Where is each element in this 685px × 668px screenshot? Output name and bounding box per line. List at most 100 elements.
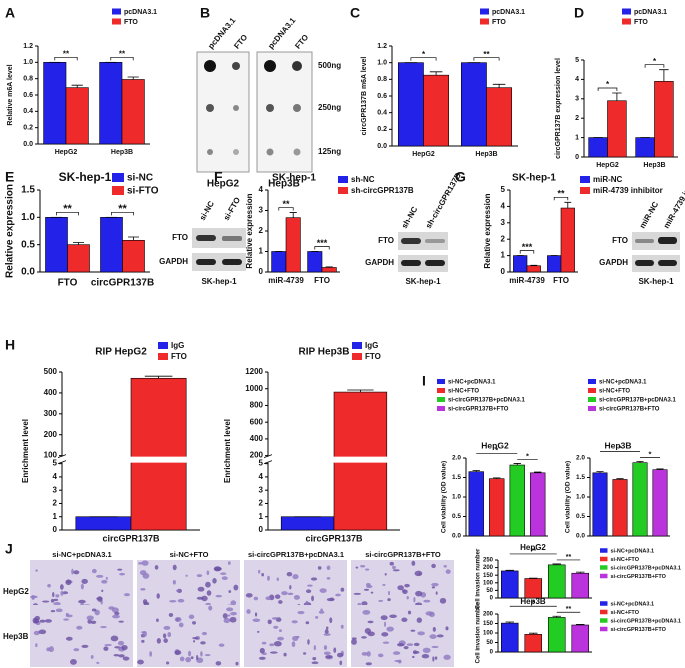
dot — [207, 149, 213, 155]
cell-blob — [439, 597, 447, 604]
cell-blob — [355, 566, 359, 569]
cell-blob — [177, 598, 185, 603]
y-tick-label: 0.4 — [377, 110, 387, 117]
y-tick-label: 4 — [259, 185, 264, 194]
cell-blob — [208, 605, 213, 611]
bar — [612, 479, 628, 537]
cell-blob — [76, 625, 83, 630]
cell-blob — [392, 569, 400, 572]
cell-blob — [311, 595, 315, 602]
bar — [486, 87, 513, 147]
y-tick-label: 1.5 — [452, 474, 461, 481]
y-tick-label: 0.8 — [377, 76, 387, 83]
cell-blob — [291, 641, 296, 648]
cell-blob — [118, 646, 121, 651]
cell-blob — [81, 644, 89, 649]
y-tick-label: 2.0 — [452, 455, 461, 462]
bar — [588, 137, 608, 158]
y-tick-label: 0.0 — [21, 267, 35, 278]
axis-break — [58, 456, 200, 463]
significance-label: ** — [483, 50, 490, 59]
bar — [547, 617, 566, 653]
y-tick-label: 0.5 — [576, 513, 585, 520]
cell-blob — [123, 593, 131, 597]
cell-blob — [33, 630, 40, 636]
bar — [500, 570, 519, 599]
panel-letter: H — [5, 337, 15, 353]
cell-blob — [445, 569, 451, 574]
cell-blob — [295, 635, 300, 639]
significance-bracket — [553, 196, 569, 201]
y-tick-label: 2 — [259, 499, 264, 508]
legend-label: si-circGPR137B+FTO — [611, 627, 667, 633]
y-tick-label: 1.2 — [377, 43, 387, 50]
amount-label: 125ng — [318, 147, 341, 156]
legend-swatch — [338, 176, 348, 183]
x-tick-label: miR-4739 — [509, 276, 545, 285]
cell-blob — [65, 614, 73, 618]
cell-blob — [287, 592, 294, 596]
legend-label: sh-circGPR137B — [351, 186, 414, 195]
y-tick-label: 250 — [483, 558, 494, 564]
legend-label: pcDNA3.1 — [634, 9, 667, 16]
bar — [560, 207, 575, 273]
y-tick-label: 200 — [44, 430, 58, 439]
legend-swatch — [622, 18, 631, 25]
cell-label: HepG2 — [207, 179, 240, 190]
cell-blob — [196, 574, 203, 578]
dot — [264, 60, 276, 72]
cell-blob — [337, 652, 344, 658]
significance-bracket — [56, 211, 79, 216]
cell-blob — [222, 613, 228, 619]
legend-swatch — [622, 8, 631, 15]
bar — [607, 100, 627, 158]
error-bar — [144, 375, 173, 379]
cell-blob — [324, 629, 329, 635]
y-tick-label: 1.0 — [377, 60, 387, 67]
x-tick-label: FTO — [553, 276, 569, 285]
cell-blob — [402, 589, 408, 595]
cell-blob — [269, 643, 275, 647]
significance-label: * — [495, 445, 498, 454]
cell-blob — [278, 629, 282, 633]
cell-blob — [141, 639, 145, 643]
chart-title: SK-hep-1 — [512, 173, 556, 184]
cell-blob — [392, 651, 401, 655]
y-tick-label: 150 — [483, 621, 494, 627]
legend-label: si-NC+FTO — [611, 557, 640, 563]
y-tick-label: 2 — [259, 226, 264, 235]
cell-blob — [185, 574, 188, 577]
cell-blob — [412, 650, 420, 654]
cell-blob — [305, 600, 309, 607]
cell-blob — [197, 586, 205, 592]
y-tick-label: 200 — [483, 565, 494, 571]
cell-blob — [407, 610, 412, 615]
cell-blob — [200, 641, 206, 645]
cell-blob — [113, 653, 120, 657]
y-tick-label: 0.0 — [23, 141, 33, 148]
significance-label: ** — [63, 49, 70, 58]
chart-title: RIP Hep3B — [299, 347, 350, 358]
legend-label: si-NC+pcDNA3.1 — [611, 601, 655, 607]
bar — [547, 255, 562, 273]
error-bar — [505, 569, 514, 571]
lane-label: miR-4739 inhibitor — [662, 165, 685, 230]
lane-label: sh-NC — [400, 205, 420, 230]
axis-break — [264, 456, 400, 463]
cell-blob — [80, 583, 84, 590]
dot — [206, 104, 214, 112]
y-tick-label: 1.0 — [23, 59, 33, 66]
cell-blob — [174, 616, 182, 623]
cell-blob — [422, 647, 431, 653]
bar — [468, 471, 484, 537]
cell-blob — [178, 622, 184, 628]
cell-blob — [319, 588, 327, 593]
cell-blob — [50, 598, 55, 603]
y-tick-label: 0.8 — [23, 76, 33, 83]
cell-blob — [360, 565, 366, 568]
cell-blob — [143, 601, 150, 606]
band — [222, 259, 242, 265]
lane-label: si-FTO — [222, 196, 242, 222]
cell-blob — [389, 614, 397, 619]
y-tick-label: 1 — [575, 134, 579, 141]
